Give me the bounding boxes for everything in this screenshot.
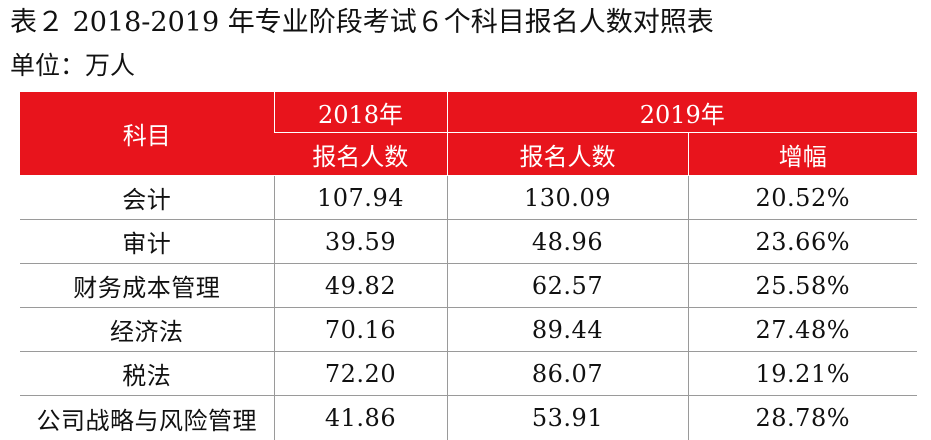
cell-count-2019: 53.91: [447, 396, 688, 440]
cell-growth: 25.58%: [688, 264, 917, 308]
cell-count-2018: 41.86: [274, 396, 447, 440]
cell-count-2019: 86.07: [447, 352, 688, 396]
table-row: 会计 107.94 130.09 20.52%: [20, 176, 917, 220]
cell-subject: 财务成本管理: [20, 264, 274, 308]
header-2018-count: 报名人数: [274, 133, 447, 176]
table-header: 科目 2018年 2019年 报名人数 报名人数 增幅: [20, 92, 917, 176]
cell-count-2018: 39.59: [274, 220, 447, 264]
cell-count-2019: 89.44: [447, 308, 688, 352]
header-2019-growth: 增幅: [688, 133, 917, 176]
header-subject: 科目: [20, 92, 274, 176]
cell-count-2018: 107.94: [274, 176, 447, 220]
header-year-2018: 2018年: [274, 92, 447, 133]
cell-growth: 28.78%: [688, 396, 917, 440]
cell-count-2018: 49.82: [274, 264, 447, 308]
table-row: 经济法 70.16 89.44 27.48%: [20, 308, 917, 352]
cell-growth: 19.21%: [688, 352, 917, 396]
registration-table: 科目 2018年 2019年 报名人数 报名人数 增幅 会计 107.94 13…: [20, 92, 917, 440]
table-row: 税法 72.20 86.07 19.21%: [20, 352, 917, 396]
table-body: 会计 107.94 130.09 20.52% 审计 39.59 48.96 2…: [20, 176, 917, 440]
cell-subject: 审计: [20, 220, 274, 264]
cell-count-2018: 70.16: [274, 308, 447, 352]
cell-count-2019: 130.09: [447, 176, 688, 220]
cell-count-2019: 48.96: [447, 220, 688, 264]
cell-growth: 20.52%: [688, 176, 917, 220]
cell-growth: 27.48%: [688, 308, 917, 352]
cell-subject: 公司战略与风险管理: [20, 396, 274, 440]
table-title: 表２ 2018-2019 年专业阶段考试６个科目报名人数对照表: [10, 6, 714, 40]
cell-count-2019: 62.57: [447, 264, 688, 308]
cell-count-2018: 72.20: [274, 352, 447, 396]
table-row: 审计 39.59 48.96 23.66%: [20, 220, 917, 264]
cell-subject: 会计: [20, 176, 274, 220]
unit-label: 单位：万人: [10, 50, 135, 82]
cell-subject: 税法: [20, 352, 274, 396]
cell-growth: 23.66%: [688, 220, 917, 264]
header-2019-count: 报名人数: [447, 133, 688, 176]
cell-subject: 经济法: [20, 308, 274, 352]
header-year-2019: 2019年: [447, 92, 917, 133]
table-row: 公司战略与风险管理 41.86 53.91 28.78%: [20, 396, 917, 440]
table-row: 财务成本管理 49.82 62.57 25.58%: [20, 264, 917, 308]
